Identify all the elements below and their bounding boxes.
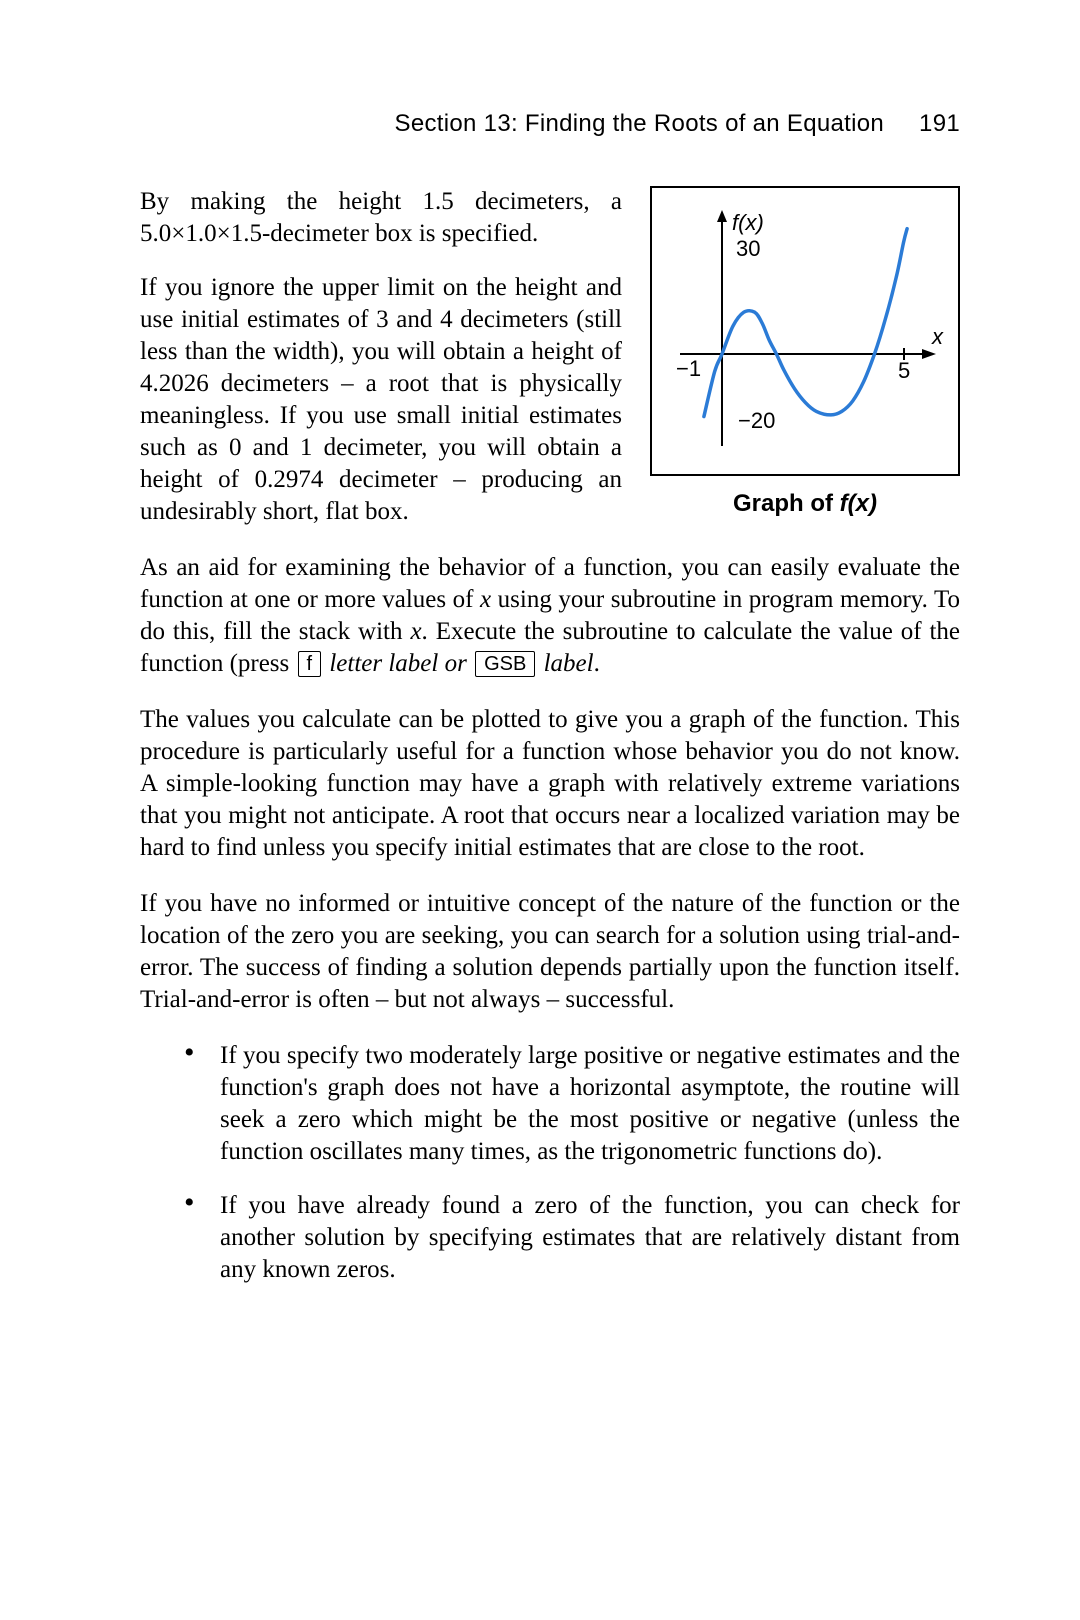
label-y-20: −20 [738, 408, 775, 433]
top-left-column: By making the height 1.5 decimeters, a 5… [140, 186, 622, 528]
paragraph-4: The values you calculate can be plotted … [140, 704, 960, 864]
section-title: Section 13: Finding the Roots of an Equa… [395, 110, 885, 137]
label-y30: 30 [736, 236, 760, 261]
keycap-gsb: GSB [475, 651, 535, 677]
p3-it1: letter label or [329, 650, 466, 677]
paragraph-3: As an aid for examining the behavior of … [140, 552, 960, 680]
page-number: 191 [919, 110, 960, 137]
figure-caption: Graph of f(x) [650, 490, 960, 518]
caption-fx: f(x) [840, 490, 877, 517]
top-row: By making the height 1.5 decimeters, a 5… [140, 186, 960, 528]
bullet-list: If you specify two moderately large posi… [184, 1040, 960, 1286]
paragraph-5: If you have no informed or intuitive con… [140, 888, 960, 1016]
paragraph-2: If you ignore the upper limit on the hei… [140, 272, 622, 528]
bullet-1: If you specify two moderately large posi… [184, 1040, 960, 1168]
keycap-f: f [298, 651, 322, 677]
paragraph-1: By making the height 1.5 decimeters, a 5… [140, 186, 622, 250]
p3-it2: label [544, 650, 594, 677]
p3-x2: x [410, 618, 421, 645]
p3-post3: . [594, 650, 600, 677]
y-axis [717, 210, 727, 446]
bullet-2: If you have already found a zero of the … [184, 1190, 960, 1286]
page-root: Section 13: Finding the Roots of an Equa… [0, 0, 1080, 1620]
figure-wrapper: f(x) 30 −20 −1 5 x Graph of f(x) [650, 186, 960, 518]
p3-sp2 [467, 650, 473, 677]
running-header: Section 13: Finding the Roots of an Equa… [140, 110, 960, 138]
function-curve [704, 229, 907, 417]
p3-x1: x [480, 586, 491, 613]
body-text: As an aid for examining the behavior of … [140, 552, 960, 1286]
graph-svg: f(x) 30 −20 −1 5 x [660, 196, 950, 466]
caption-prefix: Graph of [733, 490, 840, 517]
label-x5: 5 [898, 358, 910, 383]
label-x-1: −1 [676, 356, 701, 381]
graph-frame: f(x) 30 −20 −1 5 x [650, 186, 960, 476]
label-x-axis: x [931, 324, 944, 349]
label-fx: f(x) [732, 210, 764, 235]
